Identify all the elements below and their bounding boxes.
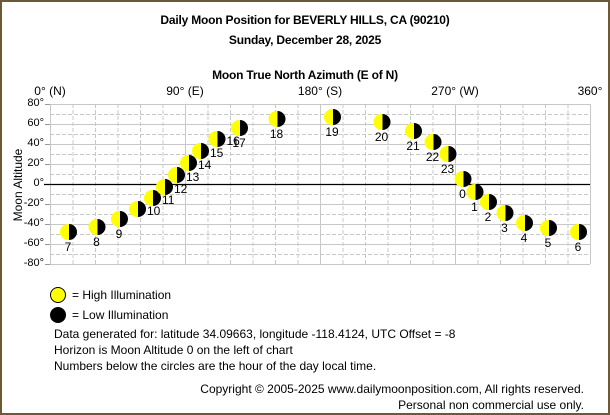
moon-marker: 2 (480, 194, 497, 224)
y-axis-label: -20° (23, 197, 44, 209)
moon-marker: 3 (496, 205, 514, 235)
hour-label: 18 (270, 127, 284, 141)
hour-label: 1 (471, 200, 478, 214)
moon-marker: 13 (168, 167, 200, 184)
legend-high-label: = High Illumination (72, 288, 172, 302)
moon-marker: 7 (60, 224, 77, 254)
hour-label: 14 (198, 158, 212, 172)
hour-label: 5 (545, 236, 552, 250)
moon-marker: 5 (540, 220, 557, 250)
x-axis-label: 180° (S) (297, 84, 343, 98)
hour-label: 0 (459, 187, 466, 201)
hour-label: 7 (65, 240, 72, 254)
hour-label: 17 (232, 136, 246, 150)
moon-marker: 19 (324, 109, 341, 139)
hour-label: 22 (426, 150, 440, 164)
moon-marker: 11 (144, 190, 175, 207)
y-axis-label: 0° (33, 177, 44, 189)
hour-label: 20 (375, 130, 389, 144)
moon-marker: 17 (231, 120, 248, 150)
y-axis-label: 60° (27, 117, 44, 129)
info-horizon: Horizon is Moon Altitude 0 on the left o… (54, 343, 293, 357)
x-axis-label: 270° (W) (431, 84, 479, 98)
x-axis-label: 90° (E) (166, 84, 204, 98)
y-axis-label: 20° (27, 157, 44, 169)
chart-date: Sunday, December 28, 2025 (228, 33, 382, 47)
moon-marker: 23 (439, 146, 457, 176)
hour-label: 19 (325, 125, 339, 139)
x-axis-title: Moon True North Azimuth (E of N) (212, 68, 398, 82)
moon-marker: 4 (516, 215, 533, 245)
hour-label: 23 (441, 162, 455, 176)
hour-label: 21 (406, 139, 420, 153)
x-axis-label: 360° (577, 84, 603, 98)
usage-text: Personal non commercial use only. (398, 398, 584, 412)
moon-marker: 1 (466, 184, 484, 214)
moon-marker: 6 (570, 224, 587, 254)
moon-marker: 10 (129, 201, 161, 218)
hour-label: 9 (116, 227, 123, 241)
y-axis-label: -60° (23, 237, 44, 249)
x-axis-label: 0° (N) (34, 84, 66, 98)
moon-marker: 15 (192, 143, 224, 160)
hour-label: 11 (162, 193, 175, 207)
hour-label: 4 (521, 231, 528, 245)
chart-title: Daily Moon Position for BEVERLY HILLS, C… (160, 13, 450, 27)
hour-label: 2 (485, 210, 492, 224)
legend-low-label: = Low Illumination (72, 308, 169, 322)
moon-marker: 18 (268, 111, 286, 141)
moon-marker: 8 (88, 219, 106, 249)
yellow-circle-icon (50, 287, 66, 303)
info-hours: Numbers below the circles are the hour o… (54, 359, 377, 373)
hour-label: 16 (227, 134, 241, 148)
moon-marker: 16 (208, 131, 241, 148)
moon-marker: 20 (373, 114, 391, 144)
moon-marker: 0 (454, 171, 472, 201)
y-axis-label: -40° (23, 217, 44, 229)
hour-label: 13 (186, 170, 200, 184)
moon-marker: 14 (180, 155, 212, 172)
hour-label: 8 (93, 235, 100, 249)
y-axis-label: -80° (23, 257, 44, 269)
hour-label: 10 (147, 204, 161, 218)
moon-marker: 9 (111, 211, 128, 241)
copyright-text: Copyright © 2005-2025 www.dailymoonposit… (200, 382, 584, 396)
hour-label: 3 (501, 221, 508, 235)
moon-marker: 22 (424, 134, 442, 164)
y-axis-label: 80° (27, 97, 44, 109)
info-location: Data generated for: latitude 34.09663, l… (54, 327, 456, 341)
hour-label: 12 (174, 182, 188, 196)
hour-label: 15 (210, 146, 224, 160)
moon-marker: 21 (405, 123, 422, 153)
moon-marker: 12 (156, 179, 188, 196)
black-circle-icon (50, 307, 66, 323)
y-axis-label: 40° (27, 137, 44, 149)
hour-label: 6 (575, 240, 582, 254)
